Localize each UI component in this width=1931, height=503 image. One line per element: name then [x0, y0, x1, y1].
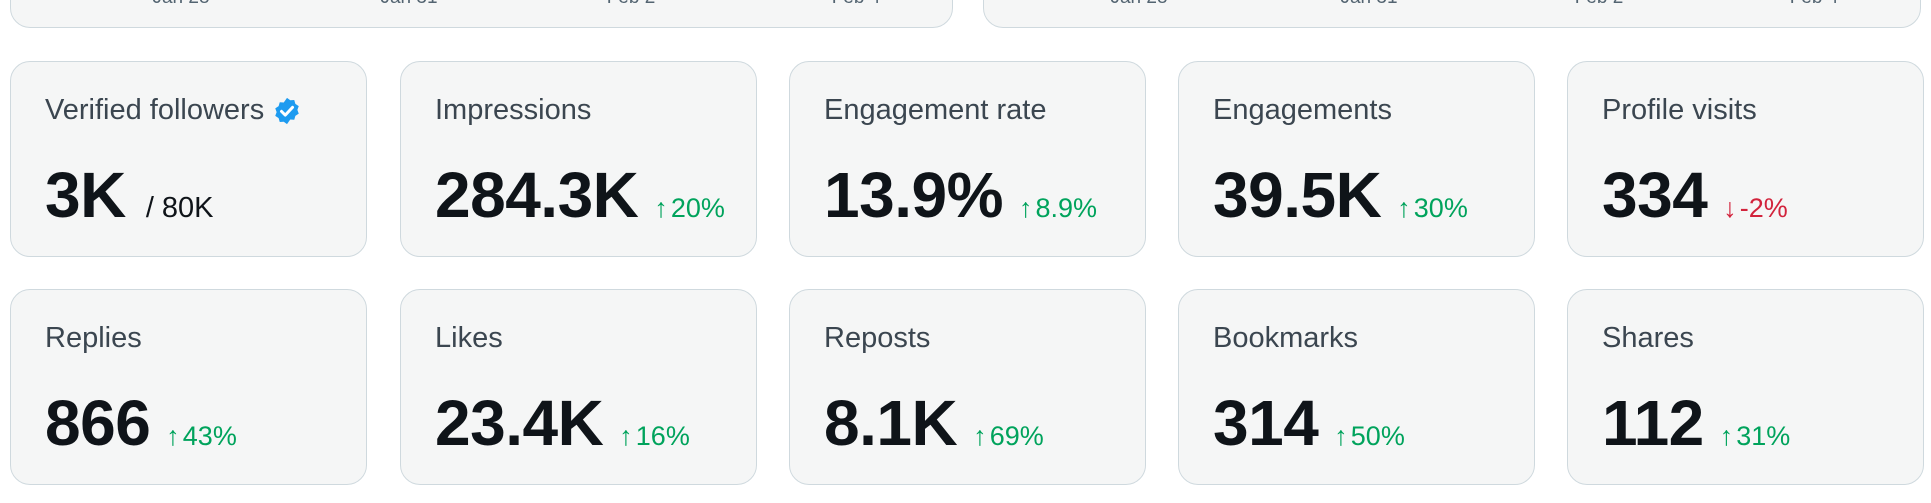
metric-value-row: 39.5K ↑ 30% [1213, 158, 1468, 232]
metric-delta: ↓ -2% [1723, 193, 1788, 223]
x-axis-tick: Feb 4 [1790, 0, 1839, 9]
metric-value-row: 23.4K ↑ 16% [435, 386, 690, 460]
metric-value-row: 284.3K ↑ 20% [435, 158, 725, 232]
metric-value-row: 866 ↑ 43% [45, 386, 237, 460]
arrow-down-icon: ↓ [1723, 193, 1737, 223]
metric-value: 3K [45, 159, 126, 231]
metric-value: 284.3K [435, 159, 639, 231]
chart-card-right: Jan 28 Jan 31 Feb 2 Feb 4 [983, 0, 1921, 28]
arrow-up-icon: ↑ [654, 193, 668, 223]
arrow-up-icon: ↑ [1397, 193, 1411, 223]
metric-value-row: 334 ↓ -2% [1602, 158, 1788, 232]
x-axis-tick: Feb 4 [832, 0, 881, 9]
metric-total: / 80K [145, 192, 214, 224]
arrow-up-icon: ↑ [166, 421, 180, 451]
metric-delta: ↑ 69% [973, 421, 1044, 451]
metric-value-row: 112 ↑ 31% [1602, 386, 1790, 460]
x-axis-tick: Feb 2 [1575, 0, 1624, 9]
metric-value: 8.1K [824, 387, 958, 459]
metric-value: 314 [1213, 387, 1319, 459]
metric-card-replies[interactable]: Replies 866 ↑ 43% [10, 289, 367, 485]
arrow-up-icon: ↑ [1719, 421, 1734, 451]
metric-value: 13.9% [824, 159, 1003, 231]
metric-card-shares[interactable]: Shares 112 ↑ 31% [1567, 289, 1924, 485]
metric-value-row: 13.9% ↑ 8.9% [824, 158, 1097, 232]
metric-card-verified-followers[interactable]: Verified followers 3K / 80K [10, 61, 367, 257]
metric-card-impressions[interactable]: Impressions 284.3K ↑ 20% [400, 61, 757, 257]
metric-label: Replies [45, 322, 142, 354]
metric-value-row: 314 ↑ 50% [1213, 386, 1405, 460]
metric-value: 39.5K [1213, 159, 1382, 231]
metric-value-row: 8.1K ↑ 69% [824, 386, 1044, 460]
metric-label: Engagement rate [824, 94, 1047, 126]
x-axis-tick: Feb 2 [607, 0, 656, 9]
arrow-up-icon: ↑ [1334, 421, 1348, 451]
metric-label: Likes [435, 322, 503, 354]
metric-card-engagement-rate[interactable]: Engagement rate 13.9% ↑ 8.9% [789, 61, 1146, 257]
metric-delta: ↑ 16% [619, 421, 690, 451]
arrow-up-icon: ↑ [619, 421, 633, 451]
metric-card-profile-visits[interactable]: Profile visits 334 ↓ -2% [1567, 61, 1924, 257]
metric-label: Bookmarks [1213, 322, 1359, 354]
x-axis-tick: Jan 28 [1110, 0, 1167, 9]
x-axis-tick: Jan 31 [1340, 0, 1397, 9]
metric-label: Shares [1602, 322, 1694, 354]
arrow-up-icon: ↑ [973, 421, 987, 451]
metric-value: 334 [1602, 159, 1708, 231]
metric-value: 23.4K [435, 387, 604, 459]
metric-delta: ↑ 30% [1397, 193, 1468, 223]
x-axis-tick: Jan 31 [380, 0, 437, 9]
x-axis-tick: Jan 28 [152, 0, 209, 9]
metric-card-engagements[interactable]: Engagements 39.5K ↑ 30% [1178, 61, 1535, 257]
verified-badge-icon [272, 96, 302, 126]
metric-delta: ↑ 50% [1334, 421, 1405, 451]
metric-label: Reposts [824, 322, 931, 354]
arrow-up-icon: ↑ [1018, 193, 1033, 223]
metric-delta: ↑ 8.9% [1018, 193, 1098, 223]
metric-card-bookmarks[interactable]: Bookmarks 314 ↑ 50% [1178, 289, 1535, 485]
metric-label: Engagements [1213, 94, 1392, 126]
metric-label: Profile visits [1602, 94, 1757, 126]
metric-delta: ↑ 31% [1719, 421, 1791, 451]
metric-value-row: 3K / 80K [45, 158, 214, 232]
metric-value: 866 [45, 387, 151, 459]
chart-card-left: Jan 28 Jan 31 Feb 2 Feb 4 [10, 0, 953, 28]
metric-delta: ↑ 20% [654, 193, 725, 223]
metric-value: 112 [1602, 387, 1704, 459]
metric-card-likes[interactable]: Likes 23.4K ↑ 16% [400, 289, 757, 485]
metric-label: Verified followers [45, 94, 302, 127]
metric-card-reposts[interactable]: Reposts 8.1K ↑ 69% [789, 289, 1146, 485]
metric-label: Impressions [435, 94, 592, 126]
metric-delta: ↑ 43% [166, 421, 237, 451]
